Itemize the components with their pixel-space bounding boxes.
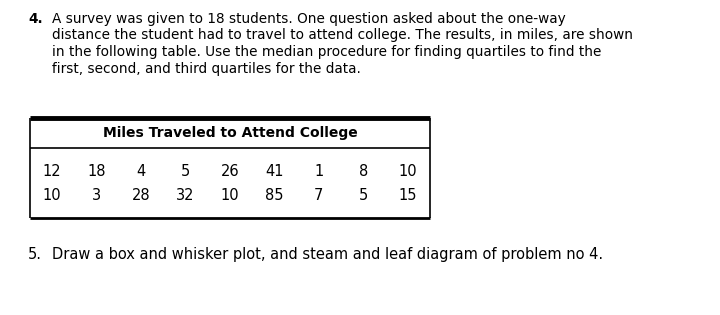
Text: 4: 4 — [137, 164, 145, 180]
Text: 12: 12 — [43, 164, 61, 180]
Text: 1: 1 — [314, 164, 323, 180]
Text: distance the student had to travel to attend college. The results, in miles, are: distance the student had to travel to at… — [52, 28, 633, 43]
Text: 5.: 5. — [28, 247, 42, 262]
Text: 15: 15 — [399, 188, 417, 203]
Text: 4.: 4. — [28, 12, 42, 26]
Text: 41: 41 — [265, 164, 284, 180]
Text: 10: 10 — [43, 188, 61, 203]
Text: 10: 10 — [221, 188, 239, 203]
Text: 28: 28 — [132, 188, 150, 203]
Text: first, second, and third quartiles for the data.: first, second, and third quartiles for t… — [52, 61, 361, 76]
Text: 8: 8 — [359, 164, 368, 180]
Text: 3: 3 — [92, 188, 102, 203]
Text: A survey was given to 18 students. One question asked about the one-way: A survey was given to 18 students. One q… — [52, 12, 566, 26]
Text: 85: 85 — [265, 188, 284, 203]
Text: 18: 18 — [87, 164, 106, 180]
Text: 26: 26 — [221, 164, 239, 180]
Text: Draw a box and whisker plot, and steam and leaf diagram of problem no 4.: Draw a box and whisker plot, and steam a… — [52, 247, 603, 262]
Text: 5: 5 — [181, 164, 190, 180]
Text: 7: 7 — [314, 188, 323, 203]
Text: 10: 10 — [398, 164, 417, 180]
Text: Miles Traveled to Attend College: Miles Traveled to Attend College — [103, 126, 357, 140]
Text: 5: 5 — [359, 188, 368, 203]
Text: in the following table. Use the median procedure for finding quartiles to find t: in the following table. Use the median p… — [52, 45, 601, 59]
Text: 32: 32 — [176, 188, 195, 203]
